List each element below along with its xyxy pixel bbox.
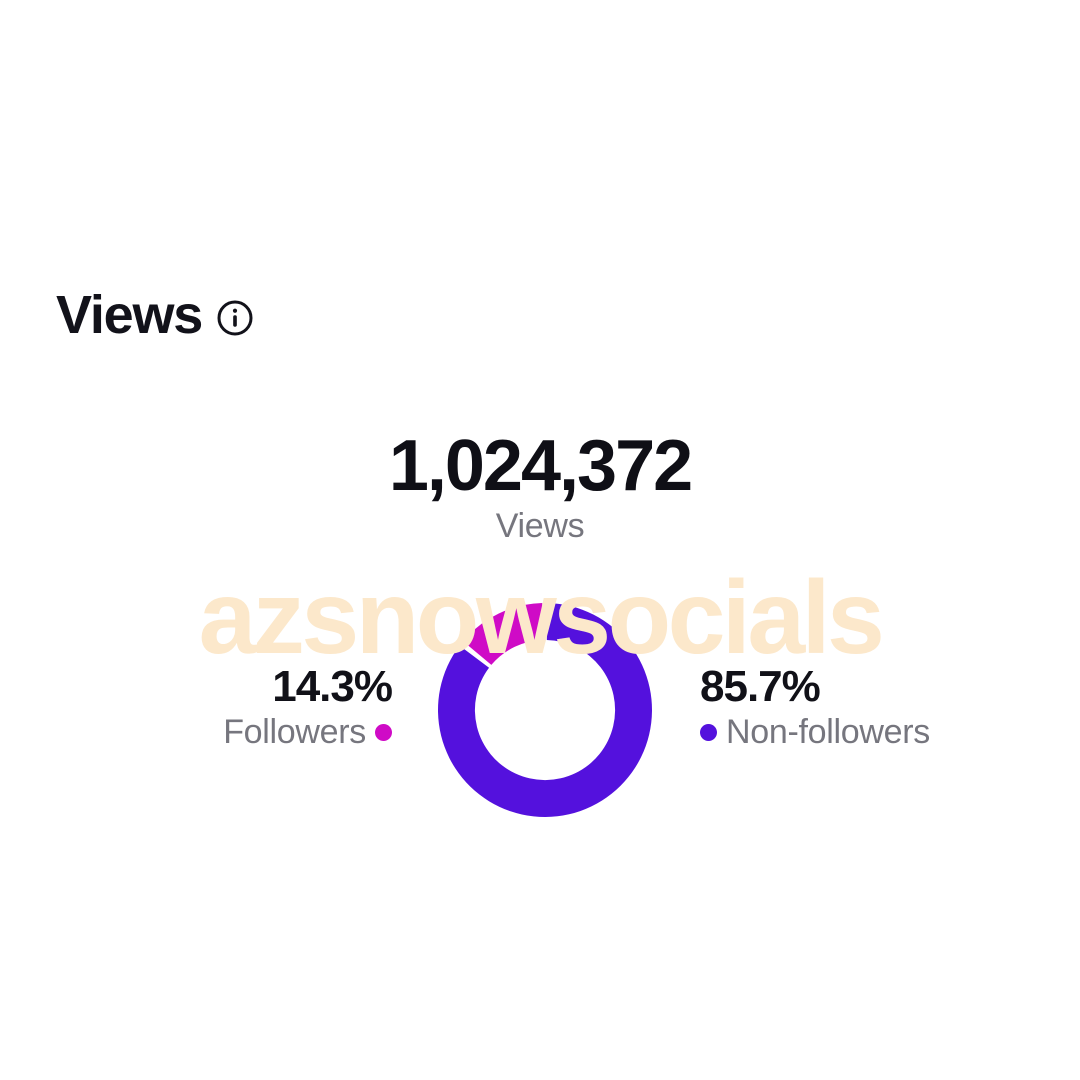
donut-segment-non-followers bbox=[438, 603, 652, 817]
followers-percent: 14.3% bbox=[272, 662, 393, 711]
total-views-label: Views bbox=[495, 507, 585, 546]
panel-header: Views bbox=[56, 288, 254, 342]
non-followers-color-dot bbox=[700, 724, 717, 742]
views-donut-chart bbox=[438, 602, 652, 818]
total-views-value: 1,024,372 bbox=[388, 426, 693, 506]
followers-legend-label: Followers bbox=[223, 713, 366, 752]
followers-color-dot bbox=[375, 724, 392, 742]
page-title: Views bbox=[56, 285, 203, 345]
stat-non-followers: 85.7% Non-followers bbox=[700, 662, 1080, 752]
non-followers-legend-label: Non-followers bbox=[726, 713, 930, 752]
non-followers-percent: 85.7% bbox=[700, 662, 821, 711]
donut-segment-followers bbox=[463, 603, 544, 665]
non-followers-legend: Non-followers bbox=[700, 713, 1080, 752]
stat-followers: 14.3% Followers bbox=[0, 662, 393, 752]
total-views-block: 1,024,372 Views bbox=[0, 426, 1080, 546]
info-circle-icon[interactable] bbox=[216, 293, 254, 337]
followers-legend: Followers bbox=[0, 713, 392, 752]
